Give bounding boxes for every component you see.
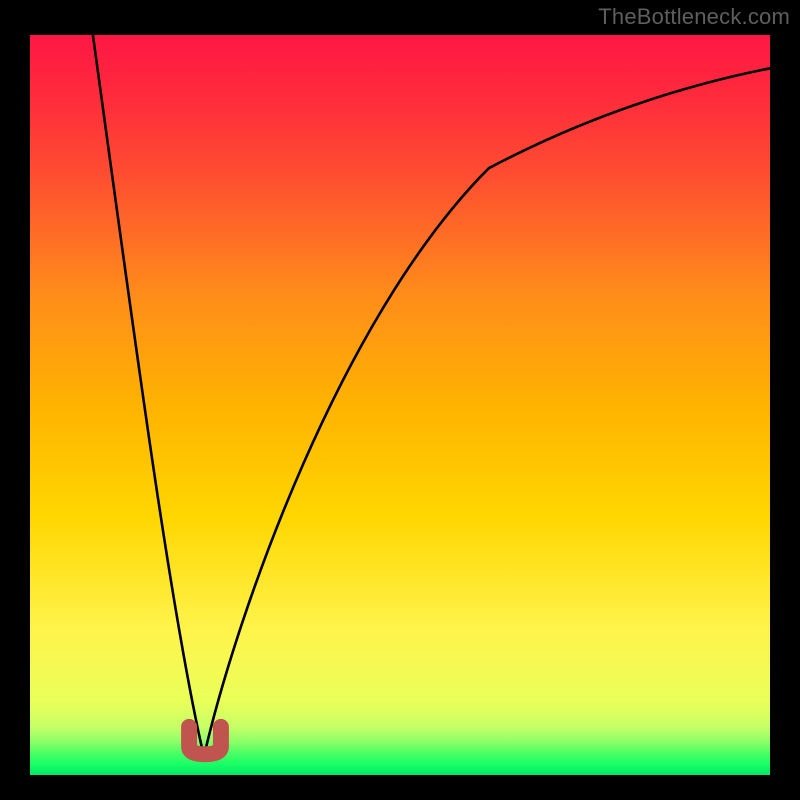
chart-background [30,35,770,775]
chart-root: TheBottleneck.com [0,0,800,800]
watermark-text: TheBottleneck.com [598,4,790,30]
bottleneck-chart [0,0,800,800]
